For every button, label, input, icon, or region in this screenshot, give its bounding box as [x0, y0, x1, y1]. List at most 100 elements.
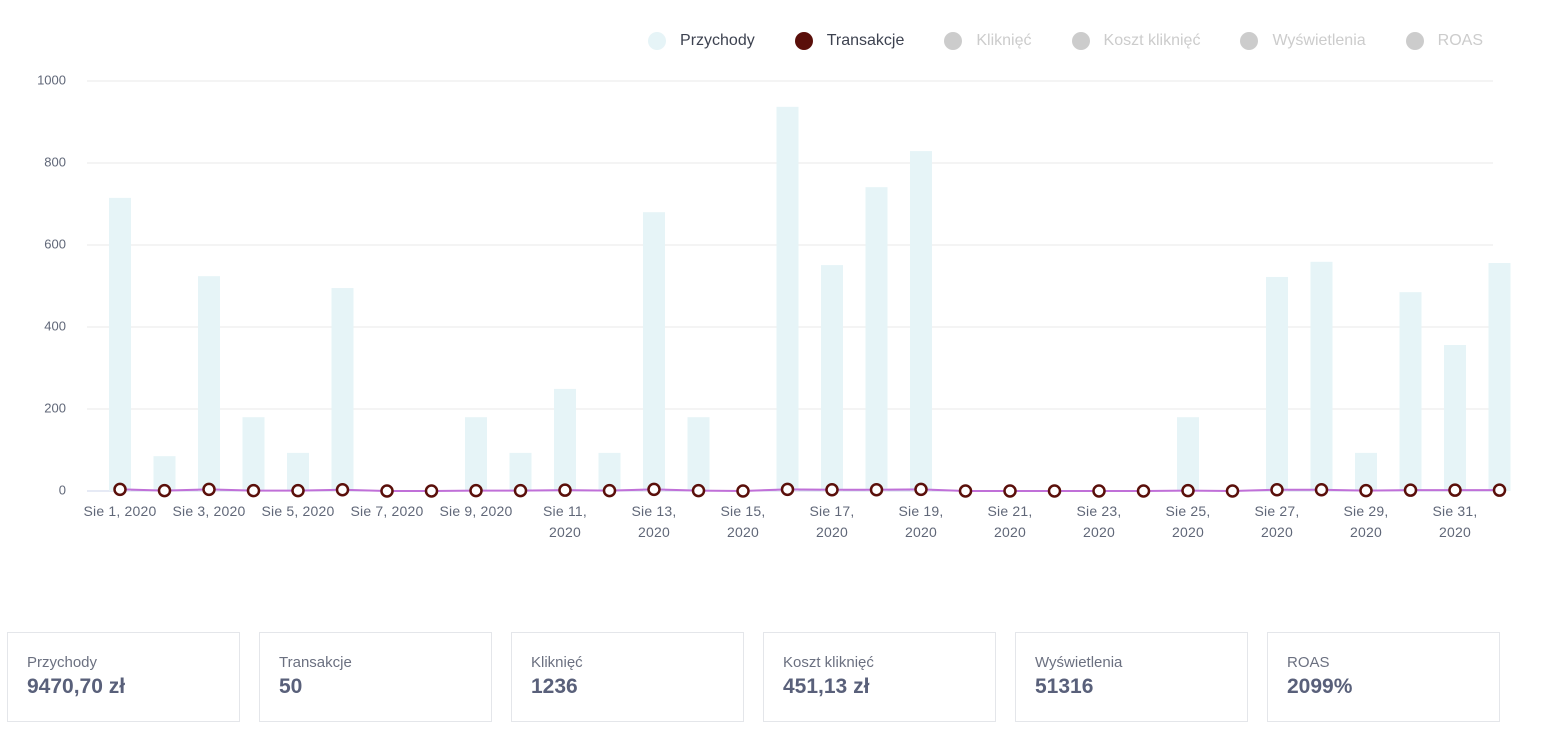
y-tick-label: 600	[44, 236, 66, 251]
line-marker	[1448, 483, 1462, 497]
line-marker	[469, 483, 483, 498]
bar	[687, 417, 710, 491]
summary-card: Wyświetlenia 51316	[1015, 632, 1248, 722]
line-marker	[691, 483, 706, 498]
bar	[554, 388, 576, 491]
x-tick-label: Sie 3, 2020	[172, 503, 246, 519]
line-marker	[1003, 484, 1017, 498]
bar	[1310, 261, 1333, 491]
line-marker	[113, 482, 127, 497]
legend-item[interactable]: Wyświetlenia	[1240, 32, 1366, 50]
line-marker	[1047, 484, 1062, 498]
line-marker	[1181, 483, 1195, 498]
card-label: Wyświetlenia	[1035, 654, 1123, 671]
x-tick-label: Sie 27, 2020	[1254, 503, 1300, 540]
line-marker	[647, 482, 661, 497]
card-value: 1236	[531, 675, 578, 698]
x-tick-label: Sie 9, 2020	[439, 503, 513, 519]
bar	[776, 106, 799, 491]
bar	[821, 265, 843, 491]
bar	[465, 417, 487, 491]
legend-swatch	[1240, 32, 1259, 50]
legend-label: Przychody	[680, 32, 755, 49]
line-marker	[380, 484, 394, 498]
line-marker	[958, 484, 973, 498]
legend-label: Wyświetlenia	[1272, 32, 1366, 49]
x-tick-label: Sie 5, 2020	[261, 503, 335, 519]
card-label: Kliknięć	[531, 654, 583, 671]
x-tick-label: Sie 19, 2020	[898, 503, 944, 540]
legend-label: Transakcje	[826, 32, 905, 49]
bar	[153, 456, 176, 491]
legend-item[interactable]: Przychody	[648, 32, 755, 50]
card-value: 50	[279, 675, 303, 698]
line-marker	[869, 483, 884, 497]
summary-card: ROAS 2099%	[1267, 632, 1500, 722]
bar	[865, 187, 888, 491]
legend-item[interactable]: Kliknięć	[944, 32, 1032, 50]
legend-swatch	[1071, 32, 1090, 50]
line-marker	[424, 484, 439, 498]
line-marker	[780, 482, 795, 497]
line-marker	[825, 483, 839, 497]
bar	[331, 288, 354, 491]
line-marker	[1403, 483, 1418, 497]
line-marker	[914, 482, 928, 497]
y-tick-label: 400	[44, 318, 66, 333]
card-value: 9470,70 zł	[27, 675, 126, 698]
line-marker	[602, 483, 617, 498]
bar	[1177, 417, 1199, 491]
summary-card: Kliknięć 1236	[511, 632, 744, 722]
legend-item[interactable]: ROAS	[1405, 32, 1483, 50]
x-tick-label: Sie 13, 2020	[631, 503, 677, 540]
y-tick-label: 1000	[37, 72, 66, 87]
line	[119, 488, 1500, 493]
bar	[643, 212, 665, 491]
x-tick-label: Sie 21, 2020	[987, 503, 1033, 540]
line-marker	[1136, 484, 1151, 498]
x-tick-label: Sie 23, 2020	[1076, 503, 1122, 540]
line-marker	[202, 482, 216, 497]
x-tick-label: Sie 31, 2020	[1432, 503, 1478, 540]
bar	[1266, 276, 1288, 491]
bar	[1444, 345, 1466, 491]
bar	[1399, 292, 1422, 491]
card-value: 451,13 zł	[783, 675, 870, 698]
legend-swatch	[648, 32, 667, 50]
line-marker	[1225, 484, 1240, 498]
legend-swatch	[944, 32, 963, 50]
card-value: 2099%	[1287, 675, 1353, 698]
line-marker	[246, 483, 261, 498]
x-tick-label: Sie 29, 2020	[1343, 503, 1389, 540]
y-tick-label: 0	[59, 482, 66, 497]
x-tick-label: Sie 1, 2020	[83, 503, 157, 519]
line-marker	[558, 483, 572, 497]
legend-swatch	[1405, 32, 1424, 50]
legend: Przychody Transakcje Kliknięć Koszt kliknię…	[608, 32, 1483, 50]
card-label: Transakcje	[279, 654, 352, 671]
x-tick-label: Sie 15, 2020	[720, 503, 766, 540]
card-label: Przychody	[27, 654, 98, 671]
y-tick-label: 800	[44, 154, 66, 169]
summary-card: Przychody 9470,70 zł	[7, 632, 240, 722]
bar	[242, 417, 265, 491]
line-marker	[1359, 483, 1373, 498]
card-label: Koszt kliknięć	[783, 654, 874, 671]
legend-swatch	[794, 32, 813, 50]
chart: 0 200 400 600 800 1000	[37, 72, 1511, 498]
line-marker	[1492, 483, 1507, 497]
summary-cards: Przychody 9470,70 zł Transakcje 50 Kliknięć 1…	[7, 632, 1500, 722]
bar	[910, 151, 932, 492]
legend-item[interactable]: Transakcje	[794, 32, 905, 50]
line-marker	[291, 483, 305, 498]
legend-label: ROAS	[1437, 32, 1483, 49]
x-tick-label: Sie 7, 2020	[350, 503, 424, 519]
x-tick-label: Sie 11, 2020	[543, 503, 587, 540]
x-tick-label: Sie 25, 2020	[1165, 503, 1211, 540]
bar	[598, 452, 621, 491]
bar	[509, 452, 532, 491]
legend-item[interactable]: Koszt kliknięć	[1071, 32, 1200, 50]
y-tick-label: 200	[44, 400, 66, 415]
line-marker	[513, 483, 528, 498]
legend-label: Kliknięć	[976, 32, 1032, 49]
